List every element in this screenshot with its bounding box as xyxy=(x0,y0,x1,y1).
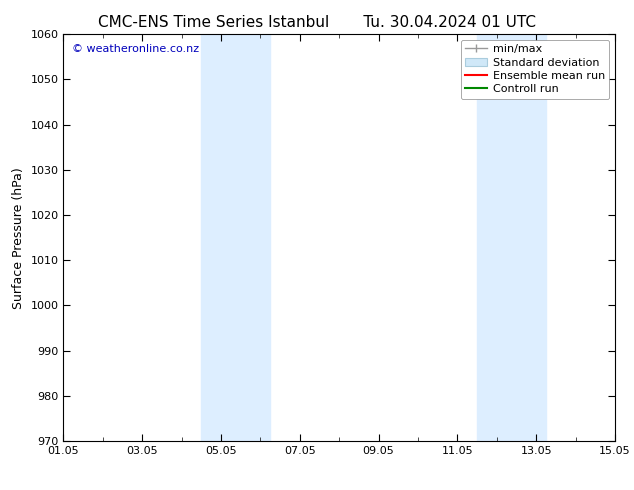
Bar xyxy=(477,34,546,441)
Y-axis label: Surface Pressure (hPa): Surface Pressure (hPa) xyxy=(12,167,25,309)
Legend: min/max, Standard deviation, Ensemble mean run, Controll run: min/max, Standard deviation, Ensemble me… xyxy=(460,40,609,99)
Bar xyxy=(202,34,270,441)
Text: © weatheronline.co.nz: © weatheronline.co.nz xyxy=(72,45,199,54)
Text: CMC-ENS Time Series Istanbul       Tu. 30.04.2024 01 UTC: CMC-ENS Time Series Istanbul Tu. 30.04.2… xyxy=(98,15,536,30)
